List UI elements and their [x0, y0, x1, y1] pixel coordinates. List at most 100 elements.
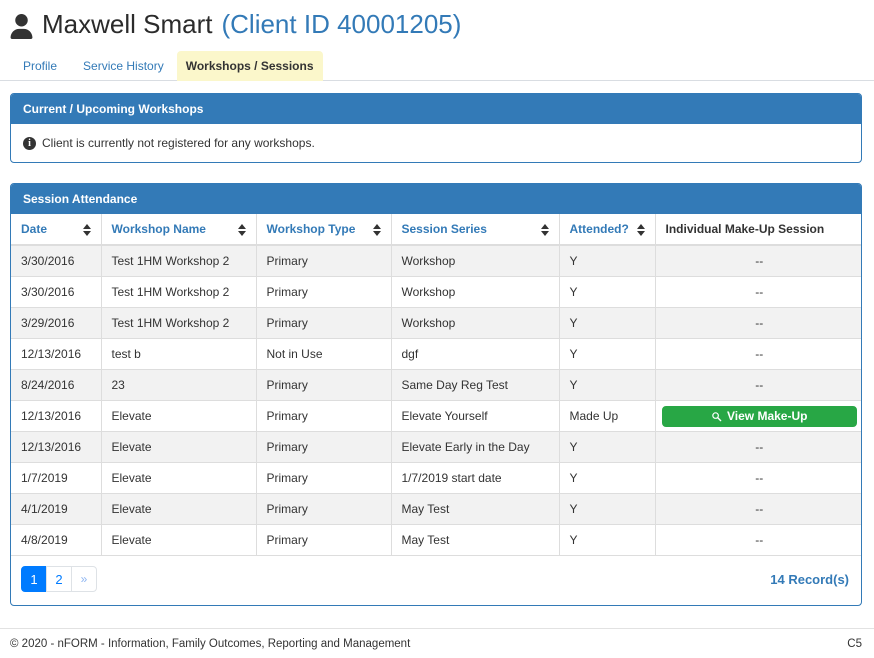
cell-date: 1/7/2019 — [11, 462, 102, 494]
page-1-button[interactable]: 1 — [21, 566, 47, 592]
cell-session-series: May Test — [390, 524, 560, 556]
cell-workshop-name: Elevate — [100, 524, 257, 556]
cell-date: 3/30/2016 — [11, 276, 102, 308]
cell-workshop-name: Test 1HM Workshop 2 — [100, 244, 257, 277]
pagination: 1 2» — [21, 566, 97, 592]
no-workshops-message: Client is currently not registered for a… — [42, 136, 315, 150]
cell-makeup: -- — [654, 307, 861, 339]
cell-makeup: -- — [654, 431, 861, 463]
footer-copyright: © 2020 - nFORM - Information, Family Out… — [10, 638, 411, 650]
cell-session-series: Elevate Yourself — [390, 400, 560, 432]
cell-workshop-type: Primary — [255, 244, 392, 277]
cell-workshop-type: Primary — [255, 307, 392, 339]
cell-makeup: -- — [654, 276, 861, 308]
tab-service-history[interactable]: Service History — [83, 59, 164, 73]
table-header-row: Date Workshop Name Workshop Type Session Se… — [11, 214, 861, 246]
cell-date: 8/24/2016 — [11, 369, 102, 401]
cell-workshop-name: Test 1HM Workshop 2 — [100, 307, 257, 339]
view-make-up-button[interactable]: View Make-Up — [661, 405, 857, 427]
table-row: 3/30/2016 Test 1HM Workshop 2 Primary Wo… — [11, 276, 861, 308]
current-workshops-heading: Current / Upcoming Workshops — [11, 94, 861, 124]
table-body: 3/30/2016 Test 1HM Workshop 2 Primary Wo… — [11, 244, 861, 556]
cell-date: 12/13/2016 — [11, 431, 102, 463]
cell-attended: Y — [558, 369, 656, 401]
cell-workshop-type: Primary — [255, 493, 392, 525]
column-header-session-series[interactable]: Session Series — [390, 214, 560, 246]
sort-icon[interactable] — [636, 224, 645, 236]
cell-session-series: May Test — [390, 493, 560, 525]
user-icon — [10, 13, 33, 39]
sort-icon[interactable] — [540, 224, 549, 236]
tab-bar: Profile Service History Workshops / Sessio… — [0, 51, 874, 81]
cell-workshop-type: Primary — [255, 524, 392, 556]
cell-workshop-name: test b — [100, 338, 257, 370]
table-footer: 1 2» 14 Record(s) — [11, 556, 861, 605]
cell-attended: Y — [558, 244, 656, 277]
tab-profile[interactable]: Profile — [23, 59, 58, 73]
current-workshops-panel: Current / Upcoming Workshops i Client is… — [10, 93, 862, 163]
cell-workshop-type: Not in Use — [255, 338, 392, 370]
cell-session-series: Workshop — [390, 276, 560, 308]
page-footer: © 2020 - nFORM - Information, Family Out… — [0, 628, 874, 650]
cell-session-series: Workshop — [390, 244, 560, 277]
cell-makeup: -- — [654, 369, 861, 401]
column-header-workshop-type[interactable]: Workshop Type — [255, 214, 392, 246]
table-row: 8/24/2016 23 Primary Same Day Reg Test Y… — [11, 369, 861, 401]
cell-session-series: Workshop — [390, 307, 560, 339]
column-header-workshop-name[interactable]: Workshop Name — [100, 214, 257, 246]
cell-workshop-type: Primary — [255, 369, 392, 401]
footer-version: C5 — [847, 638, 862, 650]
table-row: 12/13/2016 Elevate Primary Elevate Early… — [11, 431, 861, 463]
cell-workshop-name: 23 — [100, 369, 257, 401]
column-header-individual-make-up-session: Individual Make-Up Session — [654, 214, 861, 246]
cell-makeup: -- — [654, 338, 861, 370]
cell-workshop-type: Primary — [255, 462, 392, 494]
client-name: Maxwell Smart — [42, 9, 213, 39]
cell-workshop-name: Test 1HM Workshop 2 — [100, 276, 257, 308]
cell-session-series: Same Day Reg Test — [390, 369, 560, 401]
sort-icon[interactable] — [372, 224, 381, 236]
cell-workshop-type: Primary — [255, 431, 392, 463]
cell-workshop-name: Elevate — [100, 462, 257, 494]
cell-session-series: Elevate Early in the Day — [390, 431, 560, 463]
cell-makeup: -- — [654, 493, 861, 525]
cell-date: 12/13/2016 — [11, 400, 102, 432]
cell-workshop-name: Elevate — [100, 400, 257, 432]
cell-makeup: -- — [654, 244, 861, 277]
current-workshops-body: i Client is currently not registered for… — [11, 124, 861, 162]
session-attendance-heading: Session Attendance — [11, 184, 861, 214]
table-row: 1/7/2019 Elevate Primary 1/7/2019 start … — [11, 462, 861, 494]
column-header-date[interactable]: Date — [11, 214, 102, 246]
cell-makeup: -- — [654, 462, 861, 494]
session-attendance-table: Date Workshop Name Workshop Type Session Se… — [11, 214, 861, 556]
table-row: 3/30/2016 Test 1HM Workshop 2 Primary Wo… — [11, 244, 861, 277]
record-count: 14 Record(s) — [770, 571, 849, 587]
cell-session-series: dgf — [390, 338, 560, 370]
table-row: 12/13/2016 test b Not in Use dgf Y -- — [11, 338, 861, 370]
page-2-button[interactable]: 2 — [46, 566, 72, 592]
page-title: Maxwell Smart (Client ID 40001205) — [0, 0, 874, 49]
table-row: 12/13/2016 Elevate Primary Elevate Yours… — [11, 400, 861, 432]
cell-attended: Y — [558, 431, 656, 463]
cell-date: 3/30/2016 — [11, 244, 102, 277]
sort-icon[interactable] — [82, 224, 91, 236]
session-attendance-panel: Session Attendance Date Workshop Name Work… — [10, 183, 862, 606]
cell-attended: Y — [558, 462, 656, 494]
cell-session-series: 1/7/2019 start date — [390, 462, 560, 494]
search-icon — [712, 411, 722, 421]
cell-attended: Y — [558, 493, 656, 525]
cell-attended: Y — [558, 338, 656, 370]
cell-attended: Y — [558, 307, 656, 339]
cell-date: 12/13/2016 — [11, 338, 102, 370]
next-page-button[interactable]: » — [71, 566, 97, 592]
cell-date: 4/8/2019 — [11, 524, 102, 556]
table-row: 4/1/2019 Elevate Primary May Test Y -- — [11, 493, 861, 525]
cell-attended: Made Up — [558, 400, 656, 432]
cell-makeup: View Make-Up — [654, 400, 861, 432]
cell-workshop-type: Primary — [255, 276, 392, 308]
tab-workshops-sessions[interactable]: Workshops / Sessions — [176, 51, 323, 81]
column-header-attended[interactable]: Attended? — [558, 214, 656, 246]
sort-icon[interactable] — [237, 224, 246, 236]
table-row: 3/29/2016 Test 1HM Workshop 2 Primary Wo… — [11, 307, 861, 339]
